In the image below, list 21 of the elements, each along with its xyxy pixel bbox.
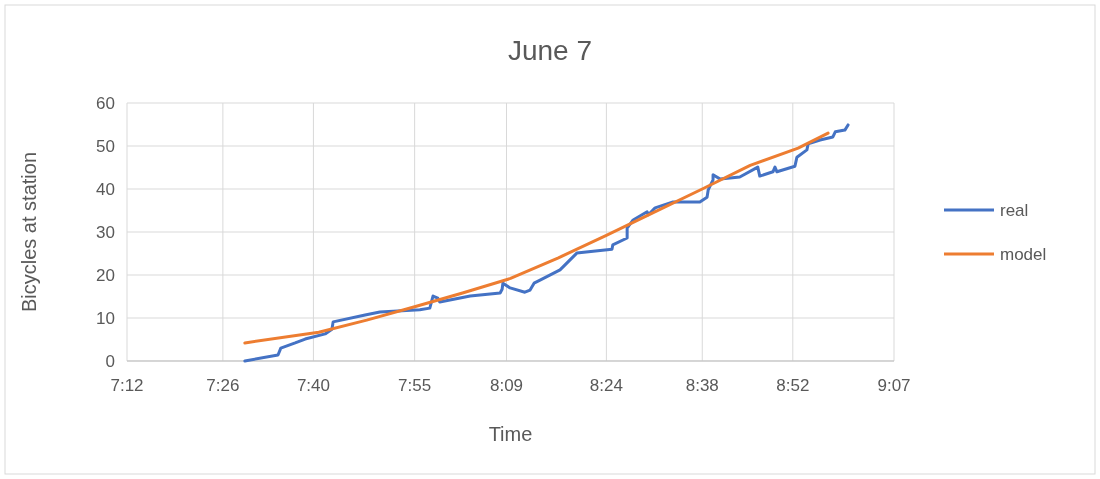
x-tick-label: 7:12 <box>110 376 144 395</box>
x-tick-label: 8:09 <box>489 376 524 395</box>
x-tick-label: 7:55 <box>398 376 432 395</box>
y-tick-label: 20 <box>96 266 115 285</box>
x-tick-label: 7:40 <box>296 376 330 395</box>
x-tick-label: 7:26 <box>206 376 240 395</box>
chart-title: June 7 <box>507 35 593 66</box>
y-tick-label: 0 <box>105 352 115 371</box>
y-tick-label: 40 <box>96 180 115 199</box>
x-tick-label: 9:07 <box>877 376 911 395</box>
x-axis-title: Time <box>488 423 533 445</box>
legend-label: model <box>1000 245 1047 264</box>
x-tick-label: 8:52 <box>776 376 810 395</box>
y-tick-label: 10 <box>96 309 115 328</box>
y-tick-label: 60 <box>96 94 115 113</box>
y-tick-label: 30 <box>96 223 115 242</box>
x-tick-label: 8:24 <box>589 376 623 395</box>
y-tick-label: 50 <box>96 137 115 156</box>
x-tick-label: 8:38 <box>685 376 719 395</box>
legend-label: real <box>1000 201 1029 220</box>
y-axis-title: Bicycles at station <box>18 151 40 313</box>
